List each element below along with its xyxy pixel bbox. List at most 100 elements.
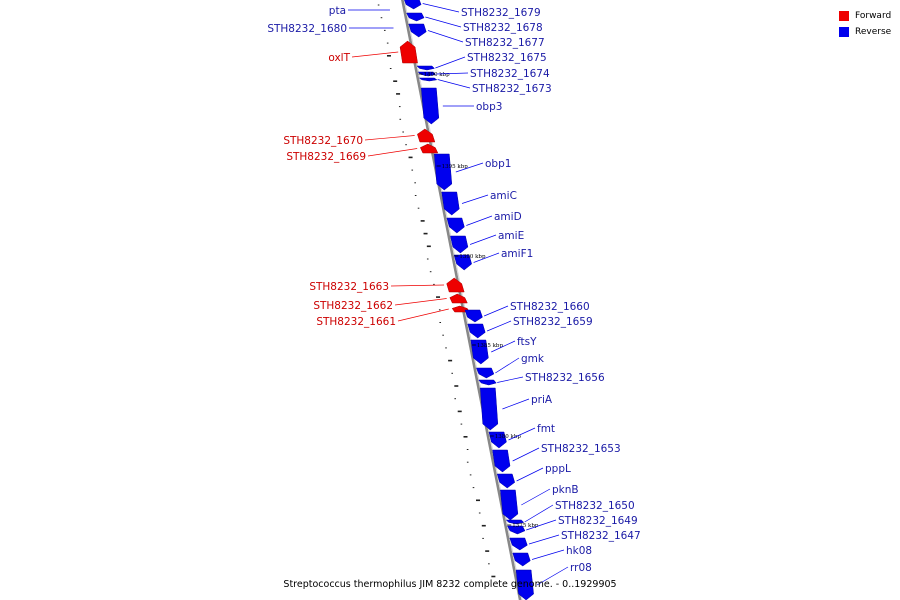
gene-label[interactable]: STH8232_1661 xyxy=(316,316,396,328)
gene-label[interactable]: STH8232_1670 xyxy=(283,135,363,147)
gene-label[interactable]: STH8232_1663 xyxy=(309,281,389,293)
gene-leader-line xyxy=(351,51,399,58)
gene-leader-line xyxy=(455,162,484,173)
gene-label[interactable]: gmk xyxy=(521,353,545,365)
reverse-swatch xyxy=(839,27,849,37)
gene-feature[interactable] xyxy=(512,552,531,567)
gene-feature[interactable] xyxy=(446,217,465,234)
gene-feature[interactable] xyxy=(406,12,425,22)
gene-label[interactable]: fmt xyxy=(537,423,555,435)
gene-feature[interactable] xyxy=(419,143,439,154)
gene-label[interactable]: amiE xyxy=(498,230,524,242)
gene-label[interactable]: oxlT xyxy=(328,52,350,64)
gene-label[interactable]: pppL xyxy=(545,463,571,475)
gene-leader-line xyxy=(526,519,557,531)
gene-leader-line xyxy=(427,30,464,43)
gene-feature[interactable] xyxy=(417,128,436,143)
gene-label[interactable]: STH8232_1678 xyxy=(463,22,543,34)
gene-features xyxy=(399,0,534,600)
gene-leader-line xyxy=(466,215,493,226)
gene-leader-line xyxy=(524,504,554,523)
gene-leader-line xyxy=(422,3,460,13)
gene-label[interactable]: amiD xyxy=(494,211,522,223)
gene-feature[interactable] xyxy=(446,277,465,293)
gene-label[interactable]: rr08 xyxy=(570,562,592,574)
gene-feature[interactable] xyxy=(507,525,526,535)
gene-label[interactable]: pknB xyxy=(552,484,579,496)
gene-label[interactable]: STH8232_1647 xyxy=(561,530,641,542)
gene-feature[interactable] xyxy=(470,339,489,365)
gene-feature[interactable] xyxy=(475,367,495,379)
scale-tick-label: 1390 kbp xyxy=(459,254,486,260)
gene-feature[interactable] xyxy=(441,191,460,216)
gene-feature[interactable] xyxy=(399,40,418,64)
gene-feature[interactable] xyxy=(416,65,435,71)
gene-feature[interactable] xyxy=(418,77,438,82)
gene-label[interactable]: STH8232_1653 xyxy=(541,443,621,455)
gene-labels: pta STH8232_1680 STH8232_1679 STH8232_1678 S… xyxy=(267,3,641,586)
gene-label[interactable]: obp1 xyxy=(485,158,511,170)
gene-feature[interactable] xyxy=(509,537,528,551)
gene-label[interactable]: STH8232_1679 xyxy=(461,7,541,19)
legend-label-forward: Forward xyxy=(855,11,892,21)
scale-tick-label: 1385 kbp xyxy=(477,343,504,349)
gene-leader-line xyxy=(425,16,462,28)
gene-feature[interactable] xyxy=(496,473,516,489)
gene-label[interactable]: STH8232_1649 xyxy=(558,515,638,527)
gene-leader-line xyxy=(512,447,540,462)
gene-feature[interactable] xyxy=(480,387,499,431)
gene-feature[interactable] xyxy=(434,153,453,191)
gene-label[interactable]: STH8232_1669 xyxy=(286,151,366,163)
gene-feature[interactable] xyxy=(500,489,519,521)
gene-feature[interactable] xyxy=(515,569,534,600)
gene-leader-line xyxy=(497,376,524,383)
gene-label[interactable]: amiC xyxy=(490,190,517,202)
gene-leader-line xyxy=(435,56,466,69)
gene-label[interactable]: STH8232_1677 xyxy=(465,37,545,49)
gene-feature[interactable] xyxy=(464,309,483,323)
gene-leader-line xyxy=(473,252,500,263)
gene-label[interactable]: STH8232_1662 xyxy=(313,300,393,312)
legend-item-reverse: Reverse xyxy=(839,25,891,39)
gene-leader-line xyxy=(367,148,418,157)
gene-feature[interactable] xyxy=(449,293,468,304)
gene-label[interactable]: STH8232_1650 xyxy=(555,500,635,512)
scale-ticks: 1400 kbp 1395 kbp 1390 kbp 1385 kbp 1380 kbp… xyxy=(418,72,539,529)
gene-label[interactable]: priA xyxy=(531,394,553,406)
gene-label[interactable]: amiF1 xyxy=(501,248,533,260)
gene-feature[interactable] xyxy=(478,379,497,386)
gene-feature[interactable] xyxy=(505,519,525,525)
gene-leader-line xyxy=(516,467,544,482)
gene-leader-line xyxy=(469,234,497,245)
gene-leader-line xyxy=(461,194,489,204)
scale-tick-label: 1400 kbp xyxy=(424,72,451,78)
genome-caption: Streptococcus thermophilus JIM 8232 comp… xyxy=(283,579,617,590)
gene-feature[interactable] xyxy=(453,254,472,271)
scale-tick-label: 1395 kbp xyxy=(442,164,469,170)
forward-swatch xyxy=(839,11,849,21)
gene-leader-line xyxy=(502,398,530,410)
gene-leader-line xyxy=(364,135,415,141)
gene-label[interactable]: STH8232_1675 xyxy=(467,52,547,64)
gene-leader-line xyxy=(437,79,471,89)
gene-label[interactable]: ftsY xyxy=(517,336,537,348)
gene-label[interactable]: STH8232_1680 xyxy=(267,23,347,35)
gene-feature[interactable] xyxy=(404,0,422,10)
gene-feature[interactable] xyxy=(421,87,440,125)
gene-feature[interactable] xyxy=(450,235,469,254)
gene-feature[interactable] xyxy=(492,449,511,473)
gene-leader-line xyxy=(495,357,520,374)
gene-label[interactable]: pta xyxy=(329,5,346,17)
gene-label[interactable]: STH8232_1673 xyxy=(472,83,552,95)
gene-feature[interactable] xyxy=(467,323,486,339)
gene-label[interactable]: STH8232_1656 xyxy=(525,372,605,384)
scale-tick-label: 1380 kbp xyxy=(495,434,522,440)
legend-label-reverse: Reverse xyxy=(855,27,892,37)
gene-label[interactable]: STH8232_1660 xyxy=(510,301,590,313)
gene-label[interactable]: obp3 xyxy=(476,101,502,113)
gene-label[interactable]: STH8232_1659 xyxy=(513,316,593,328)
gene-label[interactable]: STH8232_1674 xyxy=(470,68,550,80)
gene-feature[interactable] xyxy=(408,23,427,38)
gene-label[interactable]: hk08 xyxy=(566,545,592,557)
